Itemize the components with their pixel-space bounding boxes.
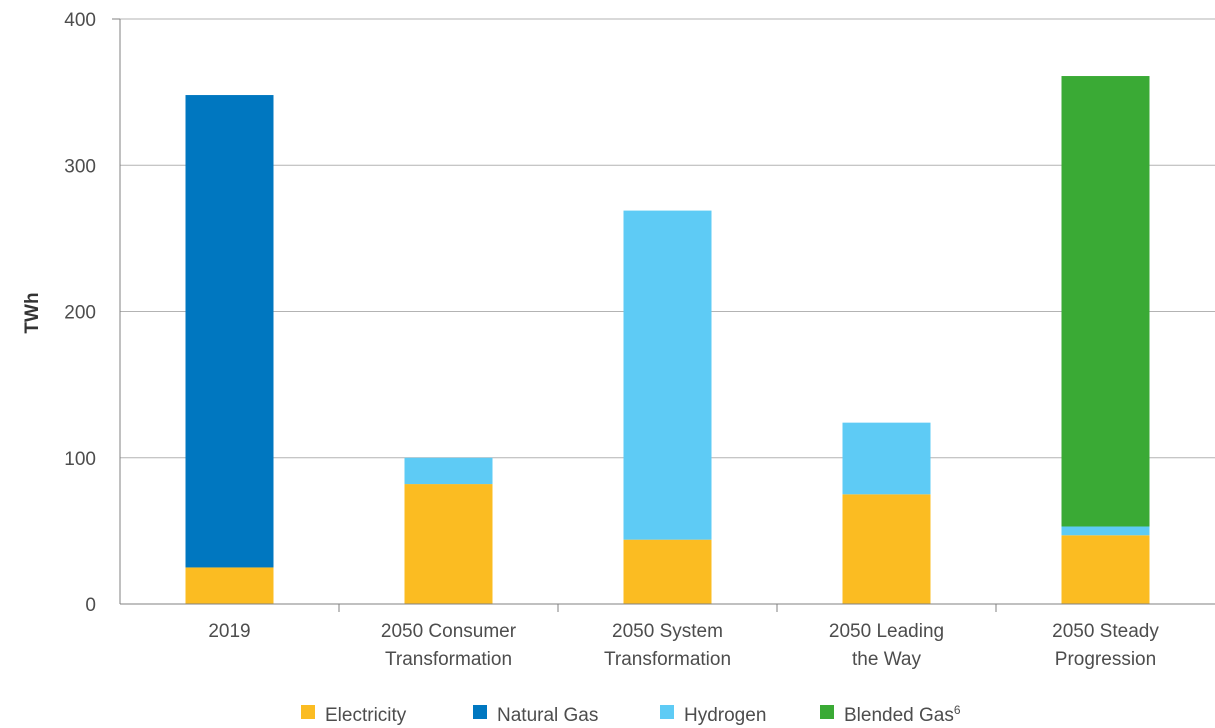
x-tick-label: Transformation [385,649,512,670]
legend-label: Electricity [325,705,407,726]
bar-segment [185,567,274,604]
bar-segment [1061,76,1150,527]
legend-swatch [660,705,674,719]
legend-swatch [301,705,315,719]
x-tick-label: the Way [852,649,921,670]
bar-segment [623,210,712,540]
bar-segment [842,494,931,604]
legend: Electricity Natural Gas Hydrogen Blended Ga… [301,703,961,726]
x-tick-label: 2050 Consumer [381,621,517,642]
y-tick-label: 300 [64,156,96,177]
y-tick-labels: 0 100 200 300 400 [64,10,96,616]
y-axis-label: TWh [22,292,43,333]
legend-swatch [820,705,834,719]
bars [185,76,1150,604]
bar-segment [404,484,493,604]
bar-segment [623,539,712,604]
x-tick-label: 2050 System [612,621,723,642]
y-tick-label: 400 [64,10,96,31]
axes [112,18,1215,612]
legend-label-superscript: 6 [954,703,961,717]
x-tick-labels: 2019 2050 Consumer Transformation 2050 Syst… [208,621,1159,670]
x-tick-label: 2050 Leading [829,621,944,642]
bar-segment [1061,526,1150,536]
x-tick-label: 2050 Steady [1052,621,1159,642]
y-tick-label: 100 [64,449,96,470]
bar-segment [1061,535,1150,604]
legend-swatch [473,705,487,719]
x-tick-label: Progression [1055,649,1156,670]
legend-label: Hydrogen [684,705,766,726]
y-tick-label: 200 [64,303,96,324]
bar-segment [185,95,274,568]
legend-label: Blended Gas6 [844,703,961,726]
legend-label: Natural Gas [497,705,598,726]
bar-segment [404,457,493,485]
x-tick-label: 2019 [208,621,250,642]
x-tick-label: Transformation [604,649,731,670]
bar-segment [842,422,931,495]
y-tick-label: 0 [85,595,96,616]
